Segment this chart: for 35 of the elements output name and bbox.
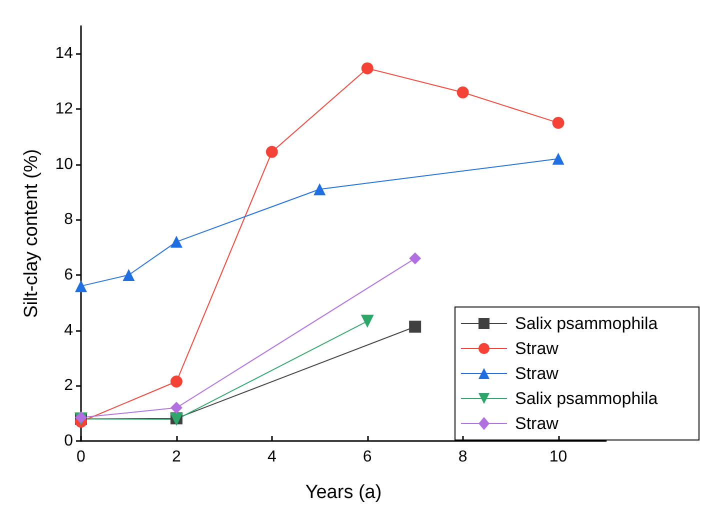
legend-label: Straw [515,364,560,383]
point [170,376,182,388]
y-tick-label: 14 [55,45,74,62]
y-tick-label: 8 [64,211,74,228]
x-tick-label: 4 [267,448,276,466]
point [409,320,422,333]
y-tick-label: 4 [64,322,74,339]
legend-label: Salix psammophila [515,314,658,333]
x-tick-label: 6 [362,448,372,466]
legend-label: Salix psammophila [515,389,658,408]
x-tick-label: 8 [458,448,468,466]
y-tick-label: 12 [55,100,74,118]
point [75,280,87,292]
legend-label: Straw [515,339,560,358]
y-axis-title: Silt-clay content (%) [21,149,42,318]
y-tick-label: 0 [64,432,74,450]
y-tick-label: 6 [64,266,74,284]
point [266,146,278,158]
point [456,86,469,98]
point [314,183,326,196]
x-axis-title: Years (a) [305,482,382,503]
point [552,152,564,165]
x-tick-label: 2 [172,448,181,466]
x-tick-label: 10 [549,448,568,466]
point [170,236,182,248]
point [360,314,374,328]
point [409,252,422,264]
x-tick-label: 0 [76,448,86,466]
point [170,402,182,414]
y-tick-label: 10 [55,156,74,173]
legend-label: Straw [515,414,560,433]
point [552,116,564,129]
point [122,269,135,281]
y-tick-label: 2 [64,377,74,394]
point [361,62,374,74]
